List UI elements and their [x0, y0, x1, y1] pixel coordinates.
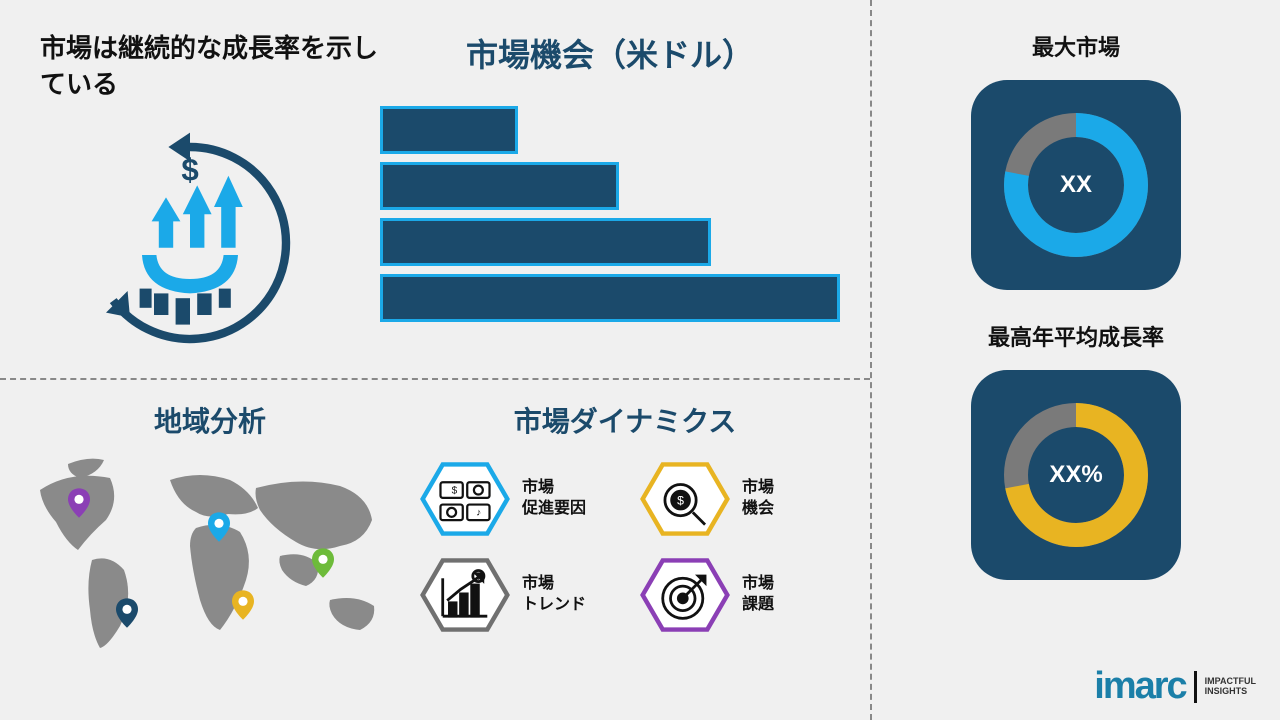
dynamics-block: 市場ダイナミクス 市場 促進要因$♪$市場 機会市場 トレンド$市場 課題	[410, 400, 840, 710]
bar-3	[380, 274, 840, 322]
metric-largest-value: XX	[1060, 171, 1092, 199]
hexagon-icon: $	[420, 556, 510, 634]
growth-icon: $	[70, 123, 310, 363]
hexagon-icon: $♪	[420, 460, 510, 538]
growth-block: 市場は継続的な成長率を示している $	[40, 30, 380, 368]
metric-cagr-title: 最高年平均成長率	[988, 320, 1164, 352]
dynamics-label: 市場 機会	[742, 478, 774, 520]
bar-chart	[380, 106, 840, 322]
logo-divider	[1194, 671, 1197, 703]
growth-title: 市場は継続的な成長率を示している	[40, 30, 380, 103]
bar-0	[380, 106, 518, 154]
dynamics-item: 市場 促進要因$♪	[420, 460, 610, 538]
dynamics-label: 市場 促進要因	[522, 478, 586, 520]
brand-logo: imarc IMPACTFULINSIGHTS	[1094, 665, 1256, 708]
dynamics-title: 市場ダイナミクス	[410, 400, 840, 440]
metric-cagr-card: XX%	[971, 370, 1181, 580]
svg-text:$: $	[677, 494, 684, 508]
metric-largest-card: XX	[971, 80, 1181, 290]
bar-1	[380, 162, 619, 210]
svg-text:$: $	[476, 572, 481, 581]
dynamics-item: 市場 課題	[640, 556, 830, 634]
svg-text:$: $	[181, 152, 198, 187]
svg-text:♪: ♪	[476, 508, 481, 519]
svg-text:$: $	[452, 485, 458, 496]
map-pin-icon	[208, 512, 230, 542]
map-pin-icon	[232, 590, 254, 620]
opportunity-block: 市場機会（米ドル）	[380, 30, 840, 368]
logo-tagline: IMPACTFULINSIGHTS	[1205, 677, 1256, 697]
world-map	[20, 450, 400, 670]
dynamics-item: $ 市場 機会	[640, 460, 830, 538]
dynamics-item: 市場 トレンド $	[420, 556, 610, 634]
metric-cagr-value: XX%	[1049, 461, 1102, 489]
regional-title: 地域分析	[10, 400, 410, 440]
metric-largest-title: 最大市場	[1032, 30, 1120, 62]
logo-name: imarc	[1094, 665, 1185, 708]
regional-block: 地域分析	[10, 400, 410, 710]
opportunity-title: 市場機会（米ドル）	[380, 30, 840, 76]
map-pin-icon	[312, 548, 334, 578]
bar-2	[380, 218, 711, 266]
hexagon-icon	[640, 556, 730, 634]
map-pin-icon	[68, 488, 90, 518]
dynamics-label: 市場 トレンド	[522, 574, 586, 616]
dynamics-label: 市場 課題	[742, 574, 774, 616]
hexagon-icon: $	[640, 460, 730, 538]
map-pin-icon	[116, 598, 138, 628]
metrics-column: 最大市場 XX 最高年平均成長率 XX% imarc IMPACTFULINSI…	[870, 0, 1280, 720]
